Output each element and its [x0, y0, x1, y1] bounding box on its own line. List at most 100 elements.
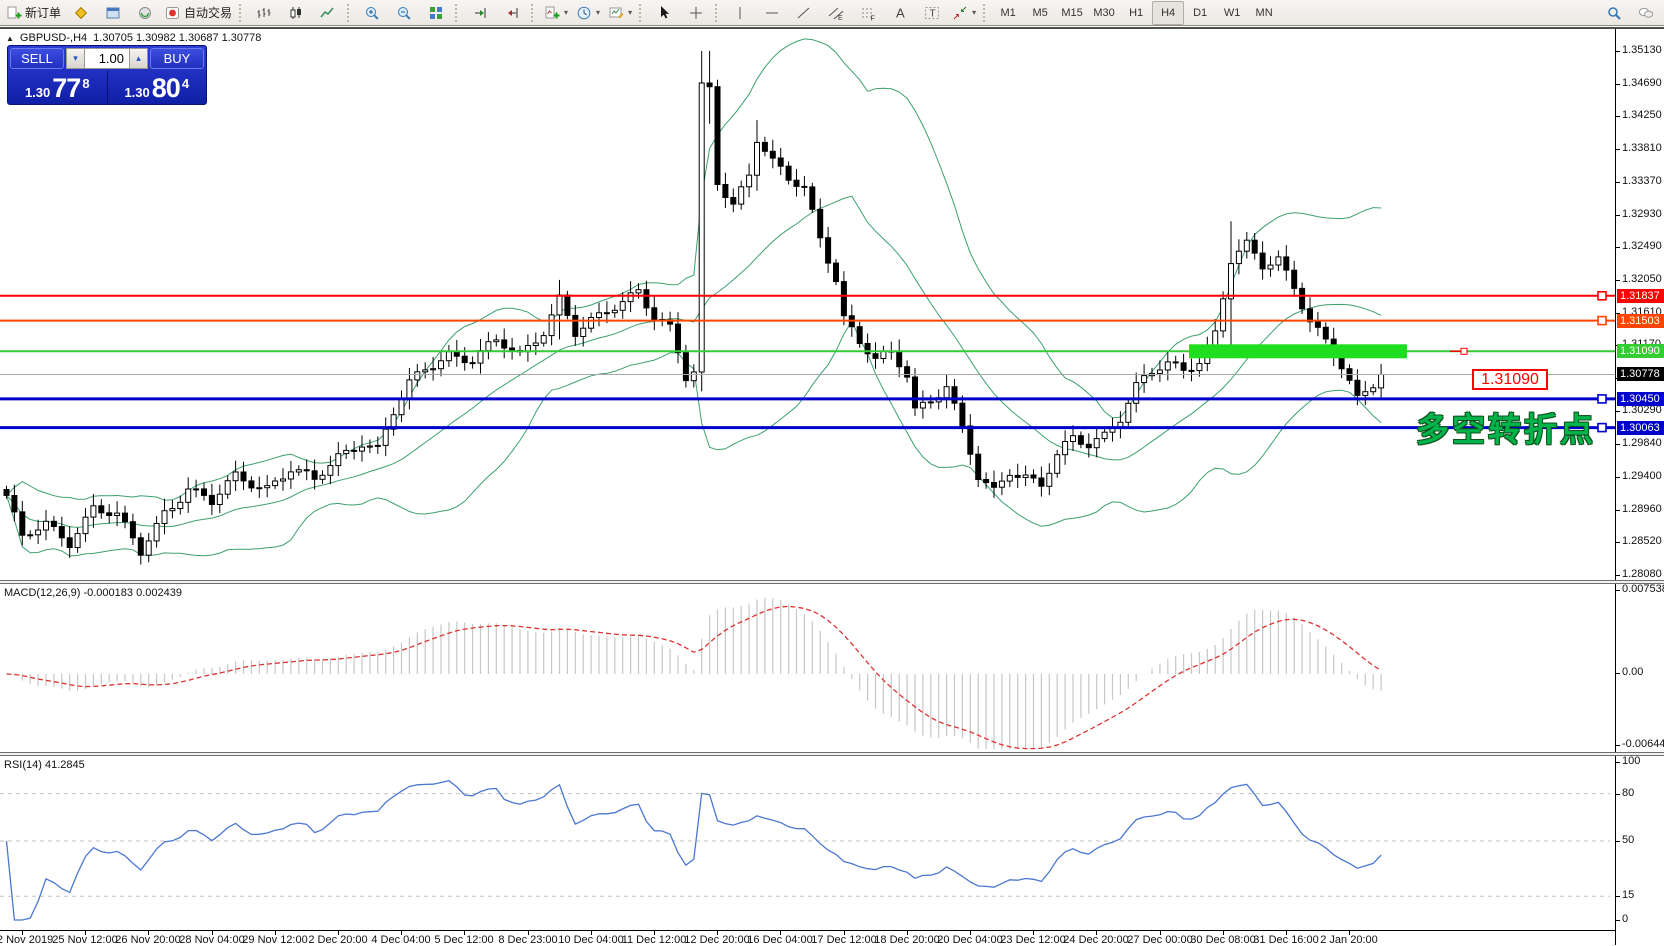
buy-button[interactable]: BUY — [150, 48, 204, 69]
horizontal-line-1.31837[interactable] — [0, 290, 1615, 301]
time-axis-label: 17 Dec 12:00 — [811, 934, 877, 946]
price-chart-canvas[interactable] — [0, 29, 1615, 580]
volume-input[interactable]: 1.00 — [85, 48, 129, 69]
time-axis-tick — [1349, 931, 1350, 935]
text-label-button[interactable]: T — [916, 1, 948, 25]
time-axis-tick — [1160, 931, 1161, 935]
fibonacci-button[interactable]: F — [852, 1, 884, 25]
timeframe-w1-button[interactable]: W1 — [1223, 6, 1241, 19]
arrows-icon — [953, 6, 967, 19]
buy-price-sup: 4 — [181, 76, 190, 91]
timeframe-h4-button[interactable]: H4 — [1152, 0, 1185, 25]
chart-shift-button[interactable] — [496, 1, 528, 25]
toolbar-separator — [531, 3, 537, 22]
new-order-button[interactable]: 新订单 — [2, 1, 65, 25]
data-window-icon[interactable] — [97, 1, 129, 25]
candles-chart-button[interactable] — [280, 1, 312, 25]
navigator-icon[interactable] — [129, 1, 161, 25]
bollinger-bands[interactable] — [6, 38, 1382, 557]
buy-price[interactable]: 1.30 80 4 — [108, 71, 207, 104]
time-axis-tick — [85, 931, 86, 935]
chevron-down-icon[interactable]: ▾ — [564, 8, 569, 17]
volume-increase-button[interactable]: ▴ — [129, 48, 148, 69]
auto-scroll-button[interactable] — [464, 1, 496, 25]
arrows-button[interactable]: ▾ — [948, 1, 980, 25]
tile-windows-button[interactable] — [420, 1, 452, 25]
autotrading-button[interactable]: 自动交易 — [161, 1, 236, 25]
horizontal-line-1.31503[interactable] — [0, 315, 1615, 326]
zoom-in-button[interactable] — [356, 1, 388, 25]
toolbar-separator — [239, 3, 245, 22]
zoom-out-button[interactable] — [388, 1, 420, 25]
periods-button[interactable]: ▾ — [572, 1, 604, 25]
cursor-button[interactable] — [648, 1, 680, 25]
chevron-down-icon[interactable]: ▾ — [596, 8, 601, 17]
vertical-line-button[interactable] — [724, 1, 756, 25]
timeframe-m15-button[interactable]: M15 — [1061, 6, 1083, 19]
buy-price-big: 80 — [151, 73, 181, 103]
search-button[interactable] — [1598, 1, 1630, 25]
pane-splitter-rsi[interactable] — [0, 752, 1664, 756]
trendline-button[interactable] — [788, 1, 820, 25]
price-level-label[interactable]: 1.31090 — [1472, 369, 1548, 390]
pane-splitter-macd[interactable] — [0, 580, 1664, 584]
market-watch-icon[interactable] — [65, 1, 97, 25]
price-axis-label: 1.32930 — [1622, 208, 1662, 220]
macd-axis-label: 0.00 — [1622, 666, 1644, 678]
horizontal-line-1.30450[interactable] — [0, 394, 1615, 404]
cn-annotation-text[interactable]: 多空转折点 — [1416, 411, 1596, 448]
axis-tick — [1616, 313, 1620, 314]
sell-button[interactable]: SELL — [10, 48, 64, 69]
price-axis-label: 1.29400 — [1622, 470, 1662, 482]
sell-price-sup: 8 — [82, 76, 90, 91]
price-axis-label: 1.33810 — [1622, 142, 1662, 154]
main-toolbar: 新订单 自动交易 ▾ ▾ ▾ E F A T ▾ M1 M5 M15 M30 H1 H4 D1 W1 MN — [0, 0, 1664, 26]
time-axis-tick — [148, 931, 149, 935]
timeframe-m1-button[interactable]: M1 — [1000, 6, 1016, 19]
chevron-down-icon[interactable]: ▾ — [972, 8, 977, 17]
line-chart-button[interactable] — [312, 1, 344, 25]
time-axis-label: 27 Dec 00:00 — [1127, 934, 1193, 946]
price-axis-label: 1.35130 — [1622, 44, 1662, 56]
axis-tick — [1616, 794, 1620, 795]
timeframe-h1-button[interactable]: H1 — [1129, 6, 1144, 19]
text-button[interactable]: A — [884, 1, 916, 25]
horizontal-line-1.30063[interactable] — [0, 422, 1615, 433]
svg-text:F: F — [871, 15, 875, 21]
volume-decrease-button[interactable]: ▾ — [66, 48, 85, 69]
horizontal-line-button[interactable] — [756, 1, 788, 25]
time-axis-label: 12 Dec 20:00 — [684, 934, 750, 946]
navigator-icon — [139, 6, 152, 19]
axis-tick — [1616, 280, 1620, 281]
chat-button[interactable] — [1630, 1, 1662, 25]
macd-pane-canvas[interactable] — [0, 584, 1615, 752]
auto-scroll-icon — [475, 7, 486, 18]
search-icon — [1608, 6, 1621, 20]
toolbar-separator — [347, 3, 353, 22]
templates-button[interactable]: ▾ — [604, 1, 636, 25]
chart-window[interactable]: ▲ GBPUSD-,H4 1.30705 1.30982 1.30687 1.3… — [0, 27, 1664, 946]
chevron-down-icon[interactable]: ▾ — [628, 8, 633, 17]
timeframe-m5-button[interactable]: M5 — [1032, 6, 1048, 19]
support-zone-highlight[interactable] — [1189, 344, 1407, 359]
rsi-level-lines — [0, 793, 1610, 897]
sell-price[interactable]: 1.30 77 8 — [8, 71, 108, 104]
time-axis-tick — [1223, 931, 1224, 935]
channel-icon: E — [828, 7, 844, 21]
price-axis-label: 1.28960 — [1622, 503, 1662, 515]
time-axis-label: 23 Dec 12:00 — [1000, 934, 1066, 946]
bars-chart-button[interactable] — [248, 1, 280, 25]
timeframe-d1-button[interactable]: D1 — [1193, 6, 1208, 19]
timeframe-m30-button[interactable]: M30 — [1093, 6, 1115, 19]
crosshair-button[interactable] — [680, 1, 712, 25]
indicators-button[interactable]: ▾ — [540, 1, 572, 25]
panel-collapse-icon[interactable]: ▲ — [6, 33, 14, 43]
timeframe-mn-button[interactable]: MN — [1255, 6, 1273, 19]
channel-button[interactable]: E — [820, 1, 852, 25]
axis-tick — [1616, 841, 1620, 842]
time-axis-label: 20 Dec 04:00 — [937, 934, 1003, 946]
rsi-pane-canvas[interactable] — [0, 756, 1615, 930]
autotrading-icon — [166, 6, 180, 19]
axis-tick — [1616, 920, 1620, 921]
